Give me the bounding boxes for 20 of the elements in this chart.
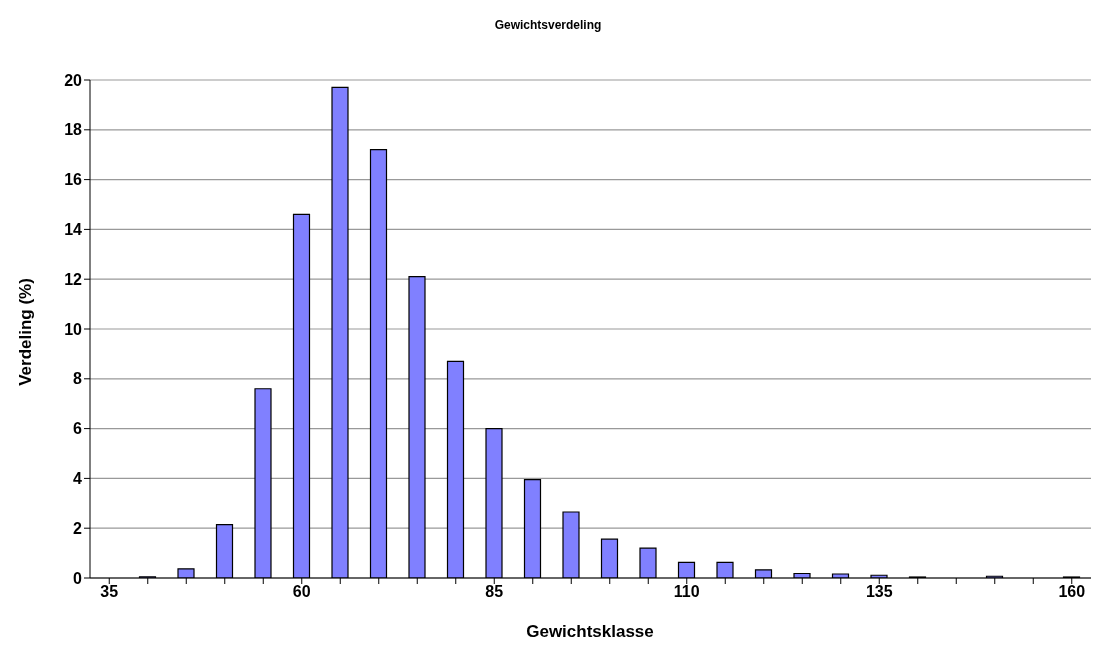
- y-tick-label: 14: [64, 221, 83, 239]
- y-tick-label: 20: [64, 71, 83, 89]
- x-axis-title: Gewichtsklasse: [525, 622, 655, 642]
- x-tick-label: 160: [1058, 583, 1086, 601]
- y-tick-label: 10: [64, 320, 83, 338]
- x-tick-label: 60: [292, 583, 311, 601]
- y-tick-label: 8: [73, 370, 83, 388]
- x-tick-label: 35: [100, 583, 119, 601]
- y-axis-title: Verdeling (%): [16, 278, 36, 386]
- y-tick-label: 2: [73, 519, 83, 537]
- x-tick-label: 135: [865, 583, 893, 601]
- y-tick-label: 12: [64, 270, 83, 288]
- chart-title: Gewichtsverdeling: [493, 18, 603, 32]
- y-tick-label: 0: [73, 569, 83, 587]
- y-tick-label: 4: [73, 470, 83, 488]
- y-tick-label: 6: [73, 420, 83, 438]
- x-tick-label: 110: [673, 583, 700, 601]
- y-tick-label: 16: [64, 171, 83, 189]
- y-tick-label: 18: [64, 121, 83, 139]
- x-tick-label: 85: [485, 583, 504, 601]
